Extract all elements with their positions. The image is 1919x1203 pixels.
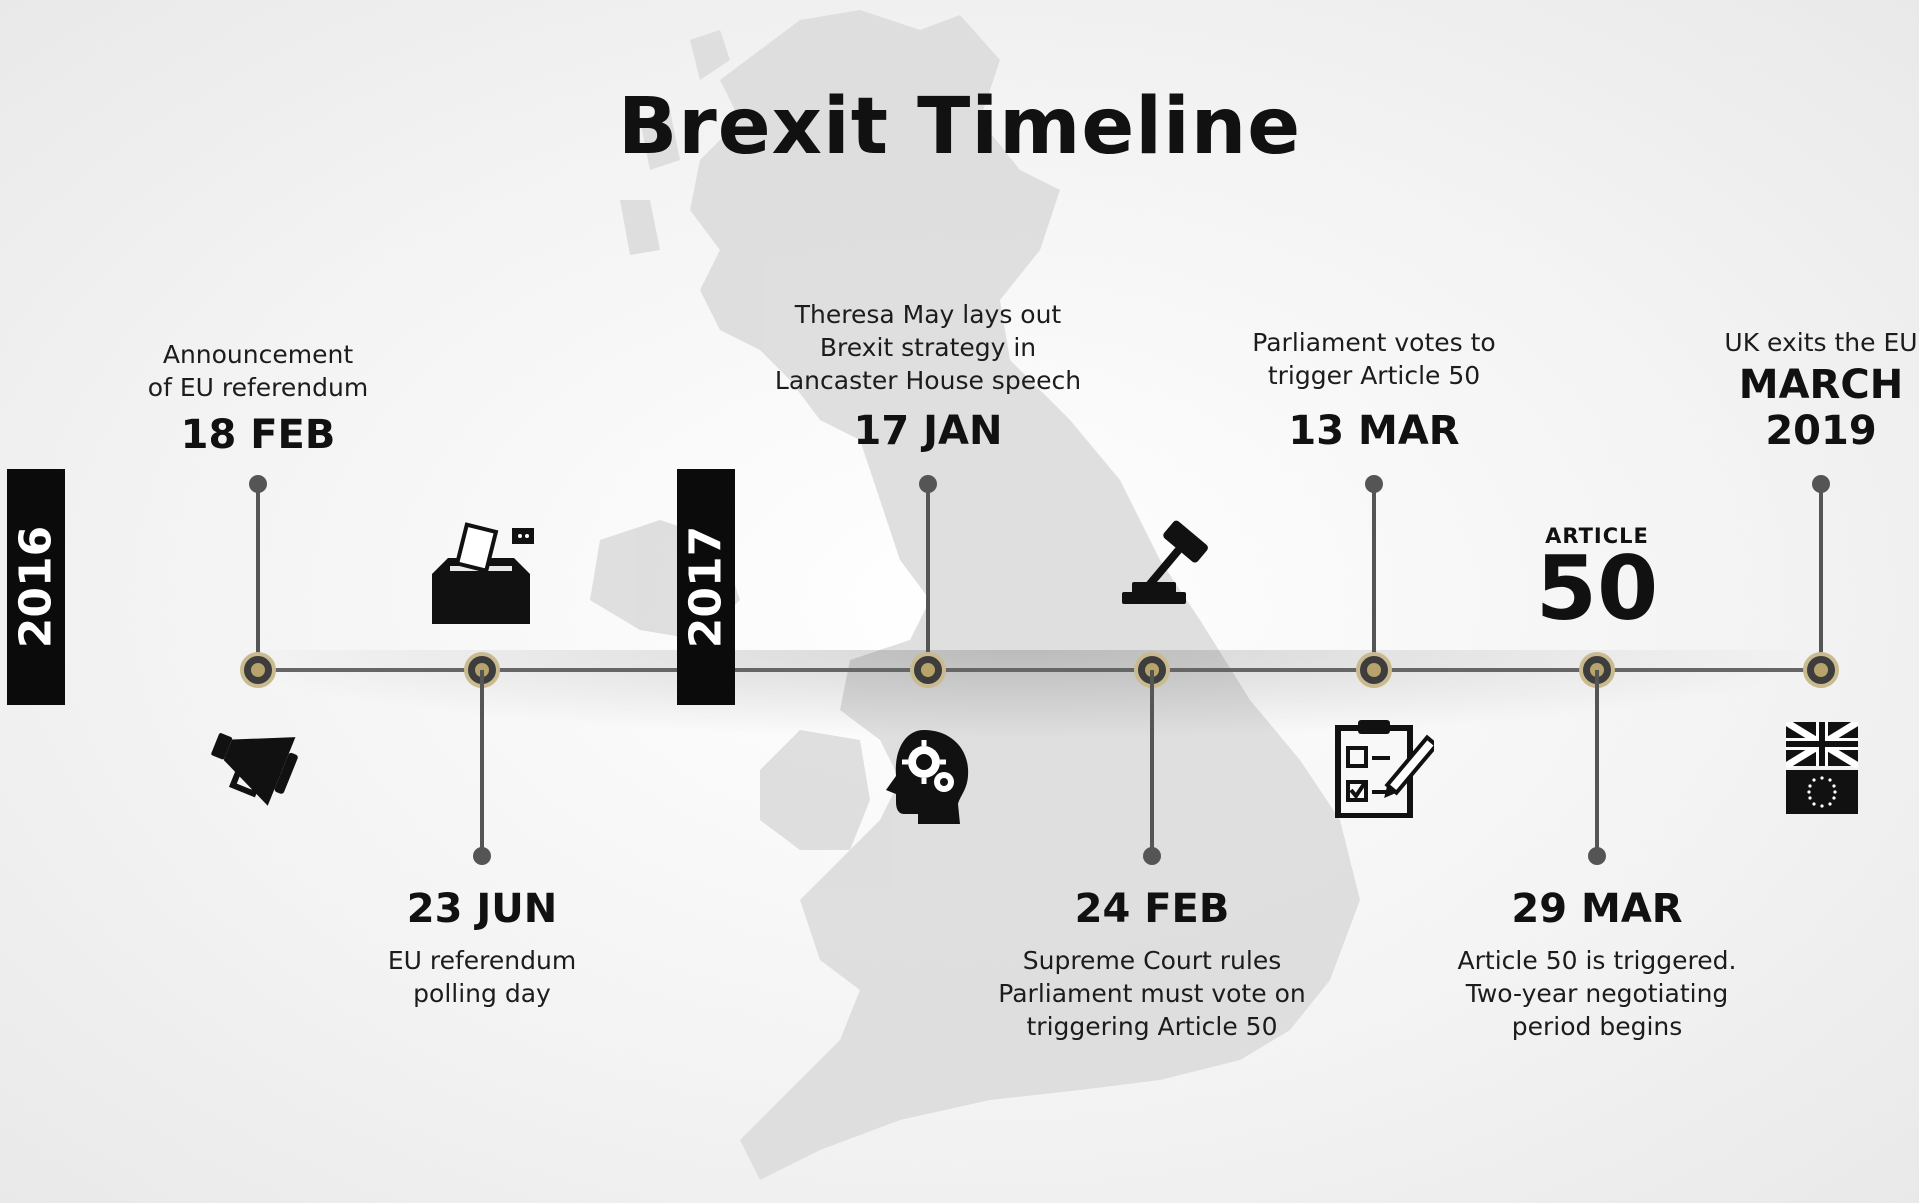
event-description: Theresa May lays out Brexit strategy in … — [748, 298, 1108, 397]
event-stem — [1372, 484, 1376, 670]
description-line: Lancaster House speech — [774, 366, 1082, 395]
event-stem — [1595, 670, 1599, 856]
event-date: 29 MAR — [1511, 886, 1683, 932]
timeline-axis — [256, 668, 1822, 672]
page-title: Brexit Timeline — [617, 82, 1302, 172]
year-marker-2017: 2017 — [677, 469, 735, 705]
ballot-box-icon — [432, 522, 534, 624]
uk-eu-flags-icon — [1786, 722, 1858, 814]
event-description: UK exits the EU — [1721, 326, 1919, 359]
event-stem — [256, 484, 260, 670]
date-line: 2019 — [1765, 408, 1877, 454]
event-date: 23 JUN — [406, 886, 558, 932]
description-line: Article 50 is triggered. — [1457, 946, 1737, 975]
event-date: MARCH 2019 — [1721, 362, 1919, 454]
event-stem — [926, 484, 930, 670]
description-line: Announcement — [162, 340, 354, 369]
event-description: Parliament votes to trigger Article 50 — [1194, 326, 1554, 392]
head-gears-icon — [886, 730, 969, 824]
timeline-node — [910, 652, 946, 688]
description-line: EU referendum — [387, 946, 577, 975]
article-label-large: 50 — [1535, 537, 1659, 640]
eu-flag-icon — [1786, 770, 1858, 814]
event-description: EU referendum polling day — [302, 944, 662, 1010]
description-line: Parliament votes to — [1252, 328, 1496, 357]
description-line: Brexit strategy in — [819, 333, 1037, 362]
description-line: Theresa May lays out — [794, 300, 1062, 329]
description-line: triggering Article 50 — [1026, 1012, 1278, 1041]
timeline-node — [1803, 652, 1839, 688]
event-description: Article 50 is triggered. Two-year negoti… — [1417, 944, 1777, 1043]
gavel-icon — [1122, 520, 1208, 604]
article-label-small: ARTICLE — [1545, 524, 1649, 548]
event-date: 13 MAR — [1288, 408, 1460, 454]
event-stem — [1819, 484, 1823, 670]
event-marker-dot — [473, 847, 491, 865]
date-line: MARCH — [1738, 362, 1904, 408]
year-marker-2016: 2016 — [7, 469, 65, 705]
event-stem — [480, 670, 484, 856]
event-description: Supreme Court rules Parliament must vote… — [972, 944, 1332, 1043]
description-line: trigger Article 50 — [1267, 361, 1481, 390]
description-line: Two-year negotiating — [1465, 979, 1729, 1008]
event-stem — [1150, 670, 1154, 856]
megaphone-icon — [211, 733, 298, 806]
description-line: Parliament must vote on — [998, 979, 1306, 1008]
year-label: 2017 — [680, 525, 732, 649]
event-date: 18 FEB — [180, 412, 336, 458]
event-marker-dot — [1143, 847, 1161, 865]
event-date: 24 FEB — [1074, 886, 1230, 932]
timeline-node — [240, 652, 276, 688]
clipboard-checklist-icon — [1335, 720, 1434, 818]
event-marker-dot — [1588, 847, 1606, 865]
event-date: 17 JAN — [853, 408, 1003, 454]
description-line: Supreme Court rules — [1022, 946, 1282, 975]
description-line: of EU referendum — [147, 373, 369, 402]
description-line: UK exits the EU — [1724, 328, 1918, 357]
event-description: Announcement of EU referendum — [78, 338, 438, 404]
description-line: polling day — [413, 979, 551, 1008]
year-label: 2016 — [10, 525, 62, 649]
uk-flag-icon — [1786, 722, 1858, 769]
article-50-label: ARTICLE 50 — [1517, 524, 1677, 640]
description-line: period begins — [1511, 1012, 1683, 1041]
timeline-node — [1356, 652, 1392, 688]
